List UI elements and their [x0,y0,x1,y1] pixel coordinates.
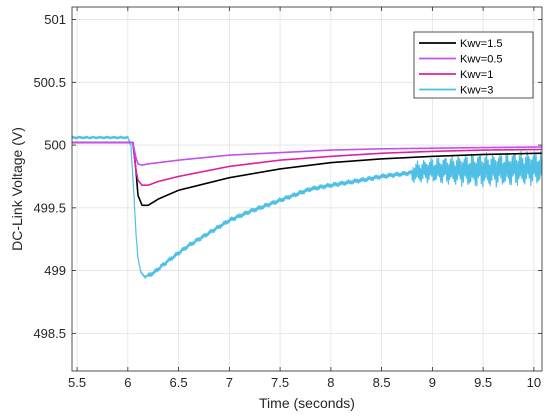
y-tick-label: 500.5 [33,75,66,90]
legend-label: Kwv=0.5 [460,54,503,66]
plot-frame [71,6,543,372]
x-tick-label: 9.5 [474,375,492,390]
y-tick-label: 501 [44,12,66,27]
y-axis: 498.5 499 499.5 500 500.5 501 [33,12,542,341]
x-tick-label: 6 [124,375,131,390]
y-tick-label: 500 [44,138,66,153]
x-tick-label: 7 [226,375,233,390]
y-tick-label: 498.5 [33,326,66,341]
series-line-kwv-1 [71,141,543,187]
series-line-kwv-1-5 [71,141,543,207]
y-tick-label: 499.5 [33,200,66,215]
series-layer [71,135,543,279]
grid [72,7,542,371]
y-axis-label: DC-Link Voltage (V) [9,127,25,251]
series-line-kwv-0-5 [71,141,543,166]
x-axis-label: Time (seconds) [259,395,355,411]
legend-label: Kwv=1.5 [460,38,503,50]
x-tick-label: 8 [327,375,334,390]
y-tick-label: 499 [44,263,66,278]
x-axis: 5.5 6 6.5 7 7.5 8 8.5 9 9.5 10 [68,7,541,390]
x-tick-label: 10 [527,375,541,390]
series-line-kwv-3 [71,135,543,279]
legend-label: Kwv=1 [460,69,493,81]
x-tick-label: 7.5 [271,375,289,390]
x-tick-label: 6.5 [170,375,188,390]
x-tick-label: 8.5 [373,375,391,390]
legend: Kwv=1.5 Kwv=0.5 Kwv=1 Kwv=3 [413,31,534,99]
x-tick-label: 9 [429,375,436,390]
legend-label: Kwv=3 [460,85,493,97]
x-tick-label: 5.5 [68,375,86,390]
